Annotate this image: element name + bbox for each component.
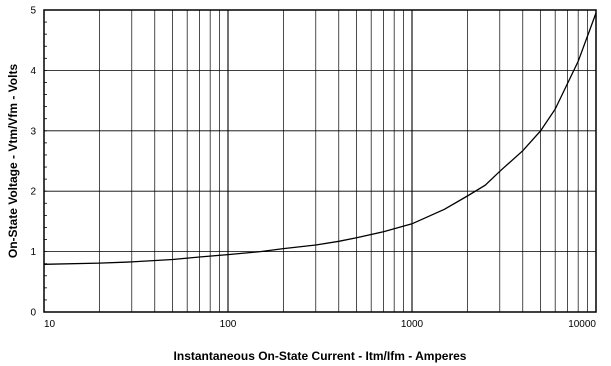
x-tick-labels: 10 100 1000 10000 xyxy=(44,319,596,330)
y-tick-label: 2 xyxy=(30,187,36,198)
y-tick-label: 0 xyxy=(30,308,36,319)
y-tick-label: 5 xyxy=(30,6,36,17)
plot-background xyxy=(44,10,596,312)
grid-lines xyxy=(44,10,596,313)
series-layer xyxy=(43,12,597,265)
y-tick-labels: 0 1 2 3 4 5 xyxy=(30,6,36,319)
x-tick-label: 10 xyxy=(44,319,56,330)
y-tick-label: 4 xyxy=(30,66,36,77)
x-tick-label: 10000 xyxy=(568,319,596,330)
y-axis-title: On-State Voltage - Vtm/Vfm - Volts xyxy=(6,64,20,259)
y-tick-label: 1 xyxy=(30,247,36,258)
plot-frame xyxy=(43,9,597,313)
y-tick-label: 3 xyxy=(30,126,36,137)
x-tick-label: 1000 xyxy=(401,319,424,330)
x-axis-title: Instantaneous On-State Current - Itm/Ifm… xyxy=(174,349,467,363)
x-tick-label: 100 xyxy=(220,319,237,330)
series-line xyxy=(43,12,597,265)
